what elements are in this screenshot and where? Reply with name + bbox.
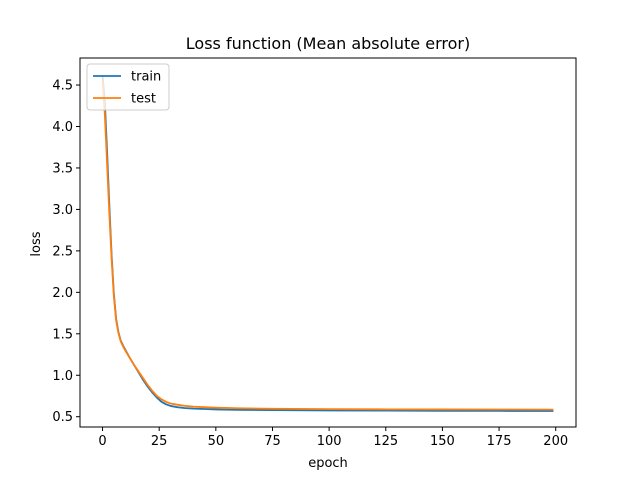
axes-frame (79, 57, 577, 428)
x-tick-label: 75 (264, 434, 281, 449)
x-tick-label: 200 (543, 434, 568, 449)
x-tick-label: 25 (151, 434, 168, 449)
chart-title: Loss function (Mean absolute error) (186, 34, 470, 53)
x-tick-label: 0 (98, 434, 106, 449)
y-axis-label: loss (29, 231, 44, 256)
x-axis-label: epoch (308, 456, 348, 471)
y-tick-label: 3.5 (52, 161, 73, 176)
y-tick-label: 0.5 (52, 410, 73, 425)
x-tick-label: 100 (317, 434, 342, 449)
x-tick-label: 175 (487, 434, 512, 449)
y-tick-label: 2.5 (52, 244, 73, 259)
y-tick-label: 1.5 (52, 327, 73, 342)
legend-label-train: train (131, 70, 161, 85)
y-tick-label: 4.0 (52, 120, 73, 135)
series-line-test (101, 80, 554, 411)
x-tick-label: 50 (208, 434, 225, 449)
plot-area: 0 25 50 75 100 125 150 175 200 0.5 1.0 1.5 2.0 2.5 3.0… (52, 57, 577, 449)
x-tick-label: 125 (373, 434, 398, 449)
y-tick-label: 2.0 (52, 286, 73, 301)
y-tick-label: 4.5 (52, 79, 73, 94)
legend-label-test: test (131, 92, 156, 107)
x-tick-label: 150 (430, 434, 455, 449)
y-tick-label: 3.0 (52, 203, 73, 218)
y-tick-label: 1.0 (52, 369, 73, 384)
